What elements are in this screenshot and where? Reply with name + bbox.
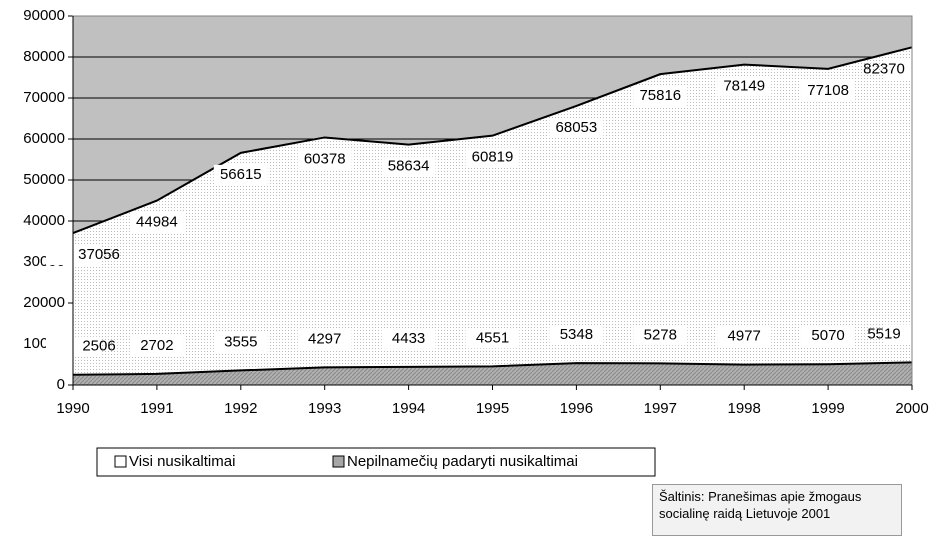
x-tick-label: 1991 [140,400,173,417]
legend-swatch [332,455,345,468]
data-label: 68053 [556,119,598,136]
data-label: 5070 [811,327,844,344]
data-label: 5519 [867,325,900,342]
area [73,362,912,385]
data-label: 44984 [136,214,178,231]
y-tick-label: 80000 [23,48,65,65]
data-label: 5348 [560,326,593,343]
label-background [465,147,520,168]
data-label: 75816 [639,87,681,104]
y-tick-label: 50000 [23,171,65,188]
source-note: Šaltinis: Pranešimas apie žmogaus social… [652,484,902,536]
legend-box [96,447,656,477]
x-tick-label: 1994 [392,400,425,417]
y-tick-label: 0 [57,376,65,393]
data-label: 3555 [224,333,257,350]
legend: Visi nusikaltimai Nepilnamečių padaryti n… [96,447,656,477]
x-tick-label: 1997 [644,400,677,417]
label-background [549,325,604,346]
legend-label: Visi nusikaltimai [129,453,235,470]
label-background [381,156,436,177]
label-background [801,326,856,347]
x-tick-label: 1999 [811,400,844,417]
y-tick-label: 70000 [23,89,65,106]
data-label: 2702 [140,337,173,354]
data-label: 5278 [644,326,677,343]
area-line [72,361,913,376]
data-label: 56615 [220,166,262,183]
legend-label: Nepilnamečių padaryti nusikaltimai [347,453,578,470]
x-tick-label: 1993 [308,400,341,417]
label-background [129,212,184,233]
label-background [213,332,268,353]
y-tick-label: 90000 [23,7,65,24]
data-label: 4433 [392,330,425,347]
label-background [213,164,268,185]
data-label: 78149 [723,78,765,95]
y-tick-label: 40000 [23,212,65,229]
data-label: 77108 [807,82,849,99]
data-label: 4977 [728,328,761,345]
data-label: 4297 [308,330,341,347]
x-tick-label: 2000 [895,400,928,417]
label-background [801,80,856,101]
label-background [717,76,772,97]
data-label: 82370 [863,60,905,77]
label-background [297,329,352,350]
label-background [297,149,352,170]
data-label: 4551 [476,329,509,346]
x-tick-label: 1992 [224,400,257,417]
data-label: 37056 [78,246,120,263]
x-tick-label: 1998 [728,400,761,417]
label-background [129,335,184,356]
y-tick-label: 20000 [23,294,65,311]
label-background [381,328,436,349]
label-background [717,326,772,347]
label-background [465,328,520,349]
data-label: 2506 [82,338,115,355]
area-line [72,46,913,235]
x-tick-label: 1990 [56,400,89,417]
data-label: 58634 [388,158,430,175]
data-label: 60378 [304,150,346,167]
label-background [633,86,688,107]
area [73,47,912,386]
x-tick-label: 1995 [476,400,509,417]
label-background [633,325,688,346]
legend-swatch [114,455,127,468]
y-tick-label: 60000 [23,130,65,147]
x-tick-label: 1996 [560,400,593,417]
data-label: 60819 [472,149,514,166]
label-background [549,117,604,138]
